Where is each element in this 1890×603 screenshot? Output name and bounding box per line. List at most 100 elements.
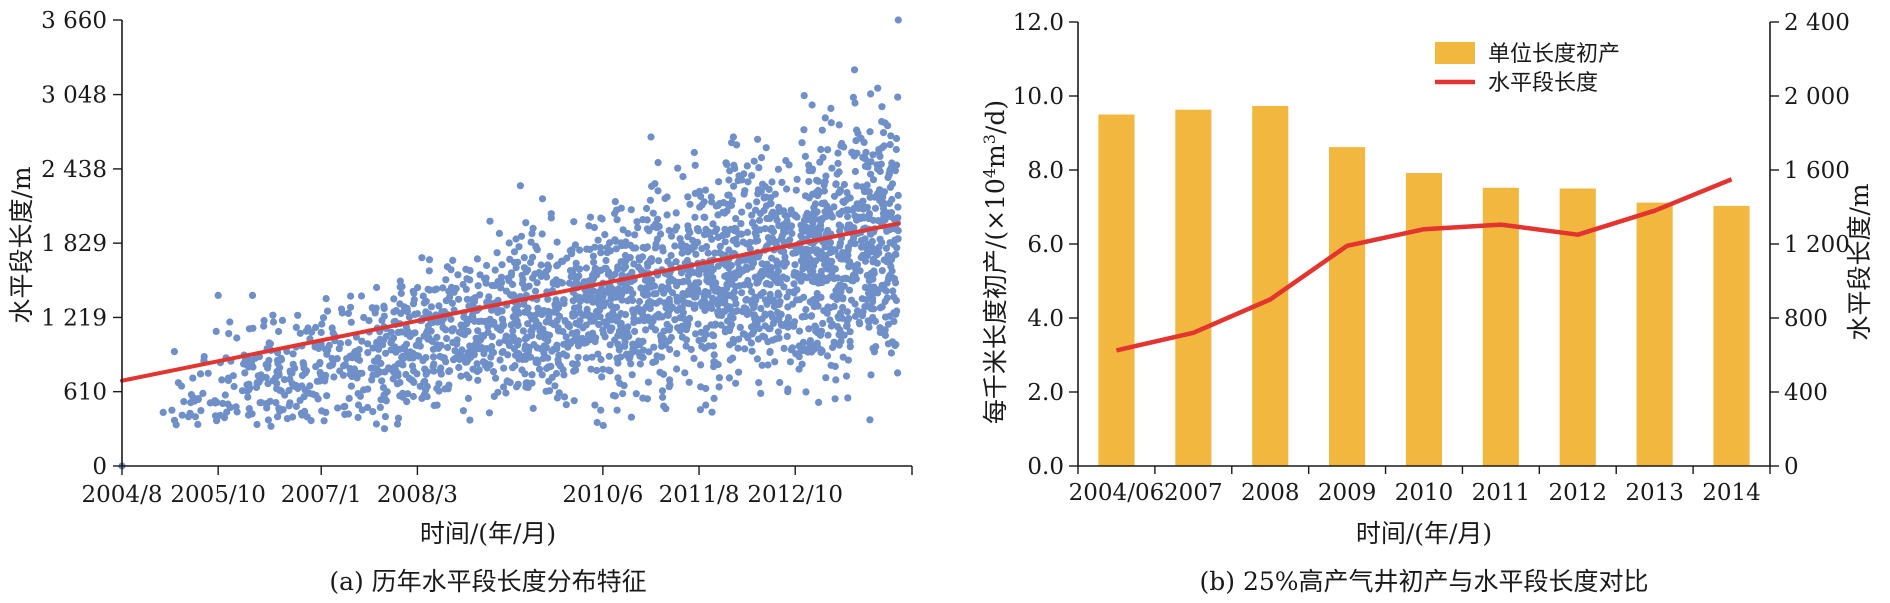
scatter-point: [474, 327, 482, 335]
scatter-point: [260, 317, 268, 325]
scatter-point: [598, 373, 606, 381]
scatter-point: [762, 144, 770, 152]
scatter-point: [189, 374, 197, 382]
scatter-point: [846, 343, 854, 351]
scatter-point: [787, 346, 795, 354]
scatter-point: [347, 292, 355, 300]
scatter-point: [422, 297, 430, 305]
scatter-point: [755, 379, 763, 387]
scatter-point: [750, 311, 758, 319]
scatter-point: [754, 335, 763, 343]
scatter-point: [679, 314, 687, 322]
scatter-point: [322, 408, 330, 416]
scatter-point: [597, 249, 605, 257]
x-tick-label: 2012: [1549, 480, 1608, 506]
scatter-point: [847, 276, 856, 284]
scatter-point: [723, 230, 731, 238]
scatter-point: [627, 206, 635, 214]
scatter-point: [761, 322, 769, 330]
scatter-point: [755, 325, 763, 333]
scatter-point: [878, 103, 886, 111]
scatter-point: [404, 327, 412, 335]
scatter-point: [673, 297, 681, 305]
scatter-point: [748, 347, 756, 355]
scatter-point: [801, 312, 810, 320]
scatter-point: [622, 257, 630, 265]
scatter-point: [625, 332, 633, 340]
scatter-point: [721, 209, 729, 217]
scatter-point: [621, 311, 630, 319]
scatter-point: [381, 413, 389, 421]
scatter-point: [501, 336, 509, 344]
scatter-point: [661, 194, 669, 203]
scatter-point: [744, 276, 752, 285]
scatter-point: [746, 238, 754, 246]
scatter-point: [539, 354, 547, 363]
scatter-point: [872, 343, 880, 351]
scatter-point: [887, 164, 895, 172]
scatter-point: [755, 216, 764, 224]
scatter-point: [708, 408, 716, 416]
scatter-point: [827, 104, 835, 112]
scatter-point: [656, 297, 664, 305]
chart-caption: (b) 25%高产气井初产与水平段长度对比: [1199, 567, 1648, 596]
scatter-point: [853, 126, 861, 134]
scatter-point: [750, 157, 758, 165]
scatter-point: [425, 267, 433, 275]
scatter-point: [723, 317, 732, 325]
scatter-point: [575, 272, 583, 280]
scatter-point: [455, 295, 463, 303]
scatter-point: [458, 346, 466, 354]
scatter-point: [709, 282, 717, 290]
scatter-point: [655, 257, 663, 265]
scatter-point: [447, 315, 455, 323]
scatter-point: [495, 325, 504, 334]
scatter-point: [544, 263, 553, 271]
scatter-point: [628, 296, 637, 304]
scatter-point: [771, 299, 779, 307]
scatter-point: [226, 318, 234, 326]
scatter-point: [886, 312, 894, 320]
bar-series: [1098, 106, 1750, 467]
scatter-point: [663, 320, 671, 328]
scatter-point: [818, 216, 826, 224]
scatter-point: [834, 159, 842, 167]
scatter-point: [344, 309, 352, 317]
scatter-point: [892, 279, 900, 287]
right-y-tick-label: 1 200: [1784, 232, 1850, 258]
scatter-point: [555, 304, 563, 312]
scatter-point: [826, 304, 834, 312]
scatter-point: [459, 407, 467, 415]
scatter-point: [560, 393, 569, 401]
scatter-point: [495, 339, 503, 347]
scatter-point: [605, 366, 613, 374]
scatter-point: [333, 355, 341, 363]
scatter-point: [691, 161, 699, 169]
scatter-point: [371, 309, 379, 317]
scatter-point: [758, 267, 766, 275]
scatter-point: [319, 314, 328, 322]
scatter-point: [740, 190, 748, 198]
scatter-point: [839, 353, 847, 361]
scatter-point: [437, 370, 445, 378]
scatter-point: [879, 129, 888, 137]
scatter-point: [700, 198, 708, 206]
scatter-point: [620, 382, 628, 390]
scatter-point: [360, 313, 368, 322]
scatter-point: [560, 296, 568, 304]
scatter-point: [650, 343, 658, 351]
left-y-tick-label: 6.0: [1027, 232, 1064, 258]
scatter-point: [397, 328, 405, 336]
right-y-tick-label: 1 600: [1784, 158, 1850, 184]
scatter-point: [457, 372, 465, 380]
scatter-point: [554, 324, 562, 332]
scatter-point: [821, 114, 829, 122]
scatter-point: [890, 293, 898, 301]
scatter-point: [729, 339, 737, 347]
scatter-point: [571, 241, 580, 249]
scatter-point: [267, 422, 275, 430]
y-axis-label: 水平段长度/m: [7, 166, 36, 323]
x-tick-label: 2004/06: [1069, 480, 1165, 506]
scatter-point: [529, 274, 537, 282]
scatter-point: [488, 342, 496, 351]
